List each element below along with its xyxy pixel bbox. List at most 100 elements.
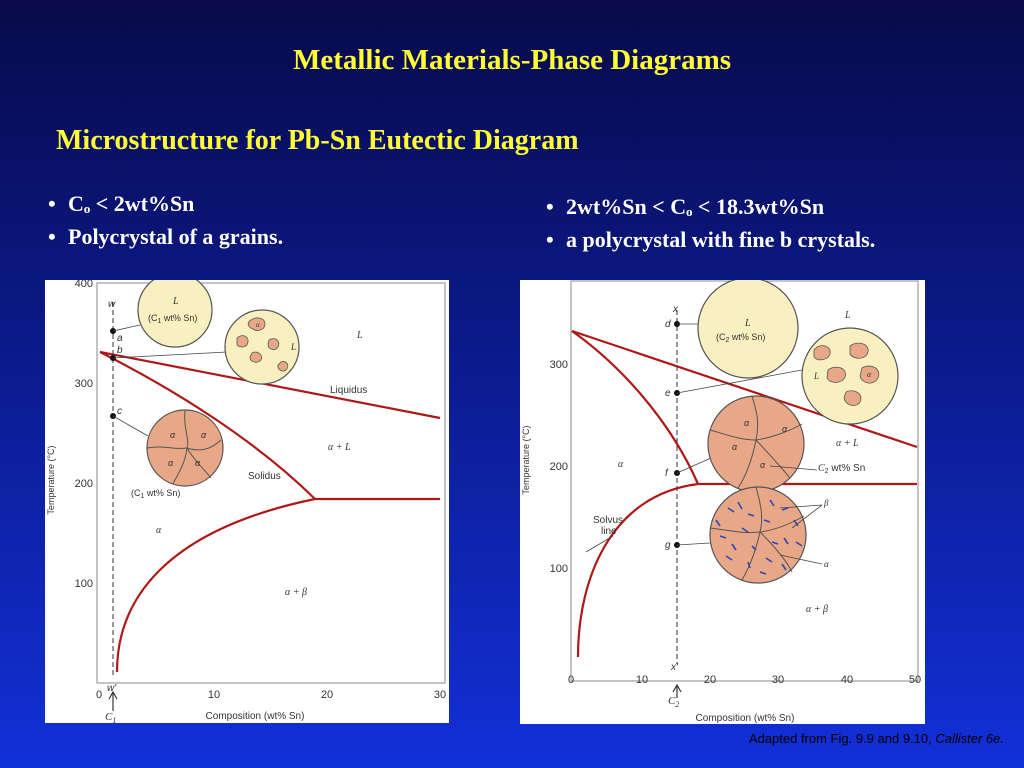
point-g-label: g [665,540,671,551]
arrow-head [672,683,682,693]
alpha-nucleus [249,351,262,363]
region-label-alpha-l: α + L [328,442,351,453]
alpha-nucleus [247,317,266,331]
alpha-nucleus [849,342,869,359]
x-tick: 0 [96,689,102,701]
region-label-liquid: L [844,310,851,321]
leader-line [791,504,823,529]
point-x-prime-label: x' [670,662,679,673]
liquidus-line [99,350,441,420]
point-b-label: b [117,345,123,356]
right-bullet-list: 2wt%Sn < Cₒ < 18.3wt%Sn a polycrystal wi… [544,190,875,256]
x-tick: 0 [568,674,574,686]
y-tick: 100 [550,563,568,575]
region-label-alpha-beta: α + β [285,587,307,598]
x-tick: 40 [841,674,853,686]
composition-label: (C1 wt% Sn) [131,488,180,500]
alpha-grain-label: α [760,460,766,470]
liquid-label: L [744,318,751,329]
region-label-alpha-l: α + L [836,438,859,449]
liquid-micro-circle [697,280,799,379]
leader-line [585,535,614,553]
alpha-beta-grain-circle [709,486,807,584]
point-w-label: w [108,299,116,310]
liquid-label: L [172,296,179,307]
slide-subtitle: Microstructure for Pb-Sn Eutectic Diagra… [56,125,579,156]
x-tick: 30 [772,674,784,686]
point-d-label: d [665,319,671,330]
alpha-grain-label: α [867,370,872,379]
x-axis-label: Composition (wt% Sn) [696,713,795,724]
x-tick: 50 [909,674,921,686]
leader-line [769,465,818,471]
region-label-alpha: α [618,459,624,470]
alpha-nucleus [267,338,280,350]
alpha-grain-label: α [168,458,174,468]
y-tick: 400 [75,280,93,290]
x-tick: 20 [321,689,333,701]
point-w-prime-label: w' [107,683,117,694]
liquid-label: L [290,342,296,352]
alpha-grain-label: α [201,430,207,440]
liquidus-line [571,329,918,449]
alpha-nucleus [236,335,249,348]
alpha-nucleus [843,390,862,406]
alpha-grain-label: α [170,430,176,440]
x-tick: 10 [636,674,648,686]
bullet-item: a polycrystal with fine b crystals. [544,223,875,256]
y-tick: 300 [75,378,93,390]
solidus-label: Solidus [248,471,281,482]
alpha-grain-label: α [782,424,788,434]
c1-label: C1 [105,711,116,723]
region-label-alpha: α [156,525,162,536]
x-tick: 30 [434,689,446,701]
leader-line [676,457,712,474]
beta-label: β [823,498,829,508]
solvus-label: Solvus [593,515,623,526]
figure-credit: Adapted from Fig. 9.9 and 9.10, Calliste… [748,731,1004,746]
y-tick: 300 [550,359,568,371]
left-bullet-list: Cₒ < 2wt%Sn Polycrystal of a grains. [46,187,283,253]
point-f-label: f [665,468,669,479]
region-label-alpha-beta: α + β [806,604,828,615]
solvus-label-2: line [601,526,617,537]
alpha-grain-label: α [744,418,750,428]
y-tick: 200 [75,478,93,490]
left-phase-diagram: 400 300 200 100 0 10 20 30 Composition (… [45,280,449,723]
alpha-grain-circle [707,395,805,493]
x-axis-label: Composition (wt% Sn) [206,711,305,722]
alpha-nucleus [826,366,846,383]
alpha-nucleus [813,345,831,361]
alpha-grain-label: α [256,321,260,329]
y-tick: 100 [75,578,93,590]
region-label-liquid: L [356,330,363,341]
composition-label: (C2 wt% Sn) [716,332,765,344]
x-tick: 20 [704,674,716,686]
alpha-grain-circle [146,409,224,487]
bullet-item: 2wt%Sn < Cₒ < 18.3wt%Sn [544,190,875,223]
solidus-line [571,330,700,485]
c2-label: C2 [668,695,679,709]
leader-line [112,324,141,332]
arrow-head [108,690,118,700]
alpha-nucleus [859,365,880,384]
plot-frame [96,282,446,684]
liquidus-label: Liquidus [330,385,367,396]
leader-line [779,504,823,509]
bullet-item: Cₒ < 2wt%Sn [46,187,283,220]
liquid-composition-label: C2 wt% Sn [818,463,865,475]
point-a-label: a [117,333,123,344]
point-c-label: c [117,406,122,417]
bullet-item: Polycrystal of a grains. [46,220,283,253]
liquid-micro-circle [137,280,213,348]
slide-title: Metallic Materials-Phase Diagrams [292,44,732,76]
right-phase-diagram: 300 200 100 0 10 20 30 40 50 Composition… [520,280,925,724]
leader-line [112,351,228,359]
alpha-label: α [824,559,829,569]
point-x-label: x [672,304,679,315]
x-tick: 10 [208,689,220,701]
y-axis-label: Temperature (°C) [46,445,56,514]
leader-line [112,415,149,437]
composition-label: (C1 wt% Sn) [148,313,197,325]
y-axis-label: Temperature (°C) [521,425,531,494]
